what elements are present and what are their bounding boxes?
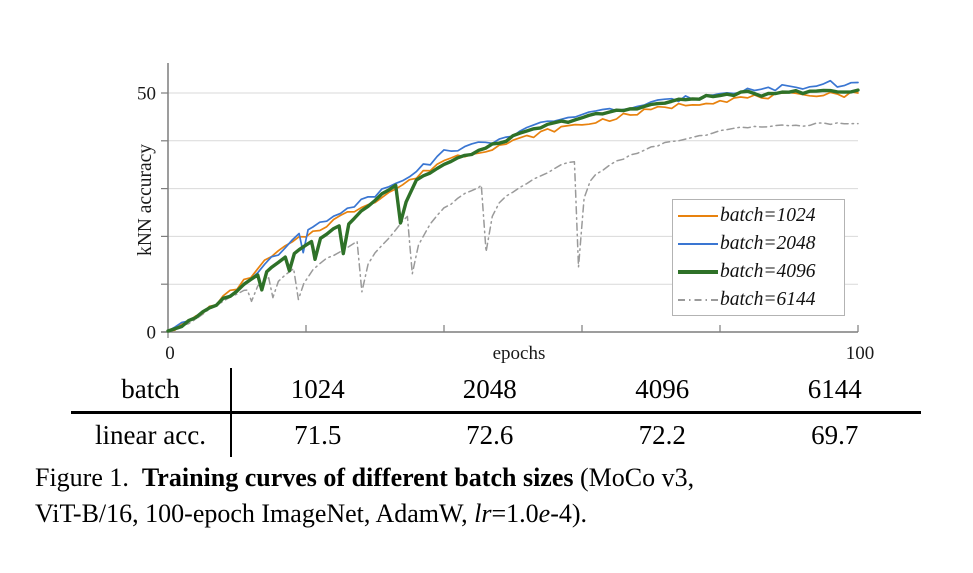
caption-e-italic: e — [538, 499, 551, 528]
table-row-batch: batch 1024 2048 4096 6144 — [71, 368, 921, 414]
caption-text: (MoCo v3, — [573, 463, 695, 492]
y-tick-label: 50 — [137, 84, 156, 105]
caption-eq-text: =1.0 — [491, 499, 539, 528]
caption-text-line2: ViT-B/16, 100-epoch ImageNet, AdamW, — [35, 499, 475, 528]
x-tick-label: 0 — [165, 343, 175, 364]
series-line-batch-6144 — [167, 122, 859, 332]
table-cell-batch-label: batch — [71, 368, 232, 414]
series-line-batch-4096 — [166, 88, 860, 333]
caption-tail-text: -4). — [550, 499, 588, 528]
table-row-linear-acc: linear acc. 71.5 72.6 72.2 69.7 — [71, 412, 921, 457]
legend-line-sample-green — [678, 269, 718, 274]
training-curves-chart: 0 50 0 100 epochs kNN accuracy — [135, 63, 875, 364]
table-cell-batch-2048: 2048 — [403, 368, 576, 414]
legend-item-batch-1024: batch=1024 — [673, 202, 844, 229]
x-tick-label: 100 — [846, 343, 875, 364]
legend-label: batch=1024 — [720, 204, 816, 226]
table-cell-acc-2048: 72.6 — [466, 420, 514, 450]
y-tick-label: 0 — [147, 323, 157, 344]
chart-legend: batch=1024 batch=2048 batch=4096 batch=6… — [672, 199, 845, 316]
figure-caption: Figure 1. Training curves of different ba… — [35, 460, 950, 532]
legend-line-sample-gray — [678, 298, 718, 301]
legend-label: batch=6144 — [720, 288, 816, 310]
legend-label: batch=2048 — [720, 232, 816, 254]
legend-item-batch-6144: batch=6144 — [673, 286, 844, 313]
table-cell-acc-6144: 69.7 — [811, 420, 859, 450]
legend-item-batch-2048: batch=2048 — [673, 230, 844, 257]
legend-line-sample-orange — [678, 214, 718, 217]
table-cell-batch-1024: 1024 — [231, 368, 404, 414]
legend-line-sample-blue — [678, 242, 718, 245]
table-cell-acc-1024: 71.5 — [294, 420, 342, 450]
caption-lr-italic: lr — [474, 499, 492, 528]
table-cell-batch-4096: 4096 — [576, 368, 749, 414]
legend-item-batch-4096: batch=4096 — [673, 258, 844, 285]
y-axis-label: kNN accuracy — [135, 144, 156, 256]
series-line-batch-1024 — [167, 90, 859, 332]
caption-bold-title: Training curves of different batch sizes — [141, 463, 574, 492]
table-cell-linear-acc-label: linear acc. — [71, 412, 232, 457]
legend-label: batch=4096 — [720, 260, 816, 282]
table-cell-acc-4096: 72.2 — [638, 420, 686, 450]
results-table: batch 1024 2048 4096 6144 linear acc. 71… — [71, 368, 921, 457]
x-axis-label: epochs — [493, 343, 546, 364]
table-cell-batch-6144: 6144 — [748, 368, 921, 414]
caption-figure-label: Figure 1. — [35, 463, 129, 492]
